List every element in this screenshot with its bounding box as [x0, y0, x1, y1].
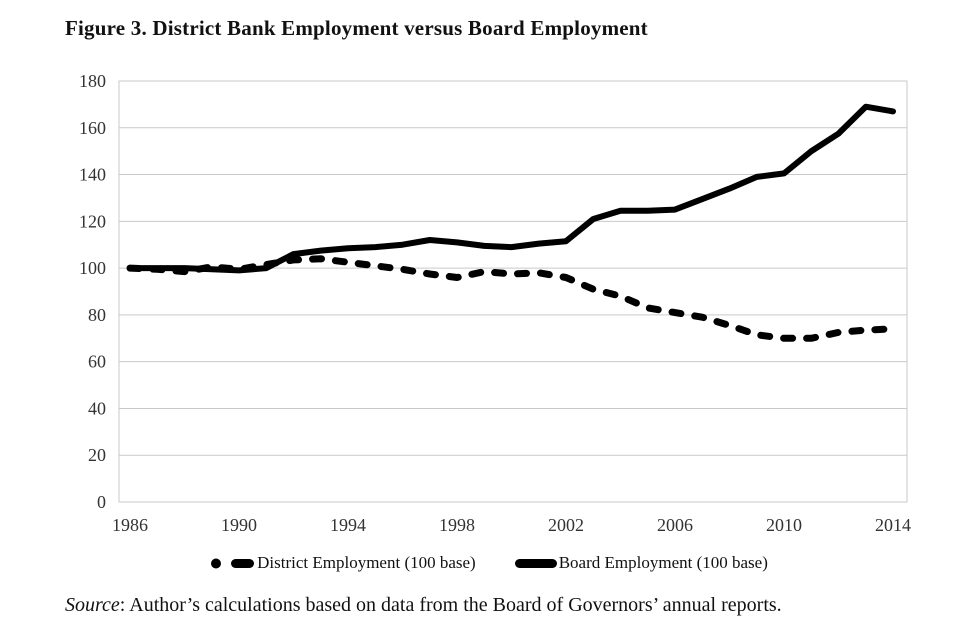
legend-label-district: District Employment (100 base) [257, 553, 476, 572]
legend-item-district: District Employment (100 base) [210, 553, 476, 573]
y-tick-label-180: 180 [79, 71, 106, 91]
chart-canvas: 0 20 40 60 80 100 120 140 160 180 1986 1990 1994 1998… [79, 71, 911, 535]
x-tick-label-2006: 2006 [657, 515, 693, 535]
y-tick-label-20: 20 [88, 445, 106, 465]
legend-label-board: Board Employment (100 base) [558, 553, 768, 572]
source-label: Source [65, 594, 120, 616]
y-tick-label-100: 100 [79, 258, 106, 278]
x-tick-label-1998: 1998 [439, 515, 475, 535]
x-tick-label-2014: 2014 [875, 515, 911, 535]
x-tick-label-1994: 1994 [330, 515, 366, 535]
plot-border [118, 80, 908, 503]
board-series-line [127, 103, 896, 274]
district-series-line [126, 255, 897, 342]
chart-legend: District Employment (100 base) Board Emp… [0, 550, 978, 576]
district-dashed-line-marker [211, 558, 255, 568]
y-tick-label-140: 140 [79, 165, 106, 185]
x-tick-label-2002: 2002 [548, 515, 584, 535]
legend-item-board: Board Employment (100 base) [514, 553, 768, 573]
y-tick-label-80: 80 [88, 305, 106, 325]
y-tick-label-120: 120 [79, 211, 106, 231]
source-text: : Author’s calculations based on data fr… [119, 594, 782, 616]
x-tick-label-1990: 1990 [221, 515, 257, 535]
x-tick-label-1986: 1986 [112, 515, 148, 535]
figure-title: Figure 3. District Bank Employment versu… [65, 16, 648, 40]
y-tick-label-0: 0 [97, 492, 106, 512]
board-solid-line-marker [514, 558, 557, 568]
x-tick-label-2010: 2010 [766, 515, 802, 535]
source-note: Source: Author’s calculations based on d… [65, 594, 782, 617]
y-tick-label-60: 60 [88, 352, 106, 372]
y-tick-label-160: 160 [79, 118, 106, 138]
y-tick-label-40: 40 [88, 398, 106, 418]
